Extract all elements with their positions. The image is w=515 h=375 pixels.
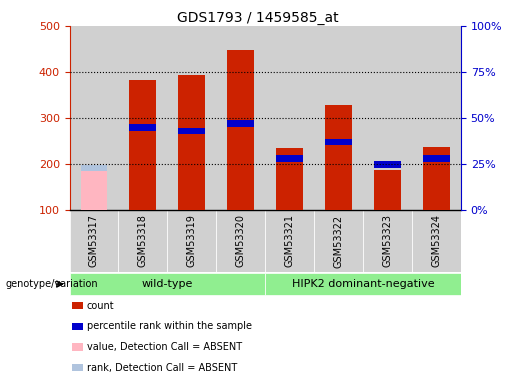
Bar (216, 210, 265, 272)
Bar (363, 26, 412, 210)
Text: HIPK2 dominant-negative: HIPK2 dominant-negative (292, 279, 434, 289)
Bar (374, 161, 401, 168)
Text: percentile rank within the sample: percentile rank within the sample (87, 321, 251, 331)
Bar (227, 120, 254, 127)
Text: GSM53321: GSM53321 (285, 214, 295, 267)
Bar (314, 210, 363, 272)
Text: count: count (87, 301, 114, 310)
Text: rank, Detection Call = ABSENT: rank, Detection Call = ABSENT (87, 363, 237, 372)
Text: GSM53323: GSM53323 (383, 214, 392, 267)
Bar (70, 273, 265, 295)
Bar (423, 155, 450, 162)
Text: genotype/variation: genotype/variation (5, 279, 98, 289)
Bar (129, 124, 157, 130)
Text: GSM53322: GSM53322 (334, 214, 344, 267)
Bar (80, 165, 108, 171)
Bar (325, 105, 352, 210)
Bar (276, 148, 303, 210)
Bar (265, 26, 314, 210)
Bar (80, 169, 108, 210)
Bar (178, 75, 205, 210)
Bar (70, 210, 118, 272)
Bar (178, 128, 205, 134)
Bar (118, 210, 167, 272)
Bar (167, 210, 216, 272)
Bar (374, 170, 401, 210)
Bar (216, 26, 265, 210)
Text: GSM53319: GSM53319 (187, 214, 197, 267)
Bar (412, 210, 461, 272)
Text: GSM53320: GSM53320 (236, 214, 246, 267)
Bar (227, 50, 254, 210)
Text: GDS1793 / 1459585_at: GDS1793 / 1459585_at (177, 11, 338, 25)
Bar (129, 80, 157, 210)
Bar (118, 26, 167, 210)
Bar (276, 155, 303, 162)
Bar (325, 139, 352, 145)
Bar (70, 26, 118, 210)
Bar (314, 26, 363, 210)
Bar (265, 273, 461, 295)
Bar (412, 26, 461, 210)
Text: wild-type: wild-type (142, 279, 193, 289)
Bar (423, 147, 450, 210)
Bar (363, 210, 412, 272)
Bar (167, 26, 216, 210)
Text: GSM53317: GSM53317 (89, 214, 99, 267)
Text: GSM53324: GSM53324 (432, 214, 441, 267)
Text: value, Detection Call = ABSENT: value, Detection Call = ABSENT (87, 342, 242, 352)
Bar (265, 210, 314, 272)
Text: GSM53318: GSM53318 (138, 214, 148, 267)
